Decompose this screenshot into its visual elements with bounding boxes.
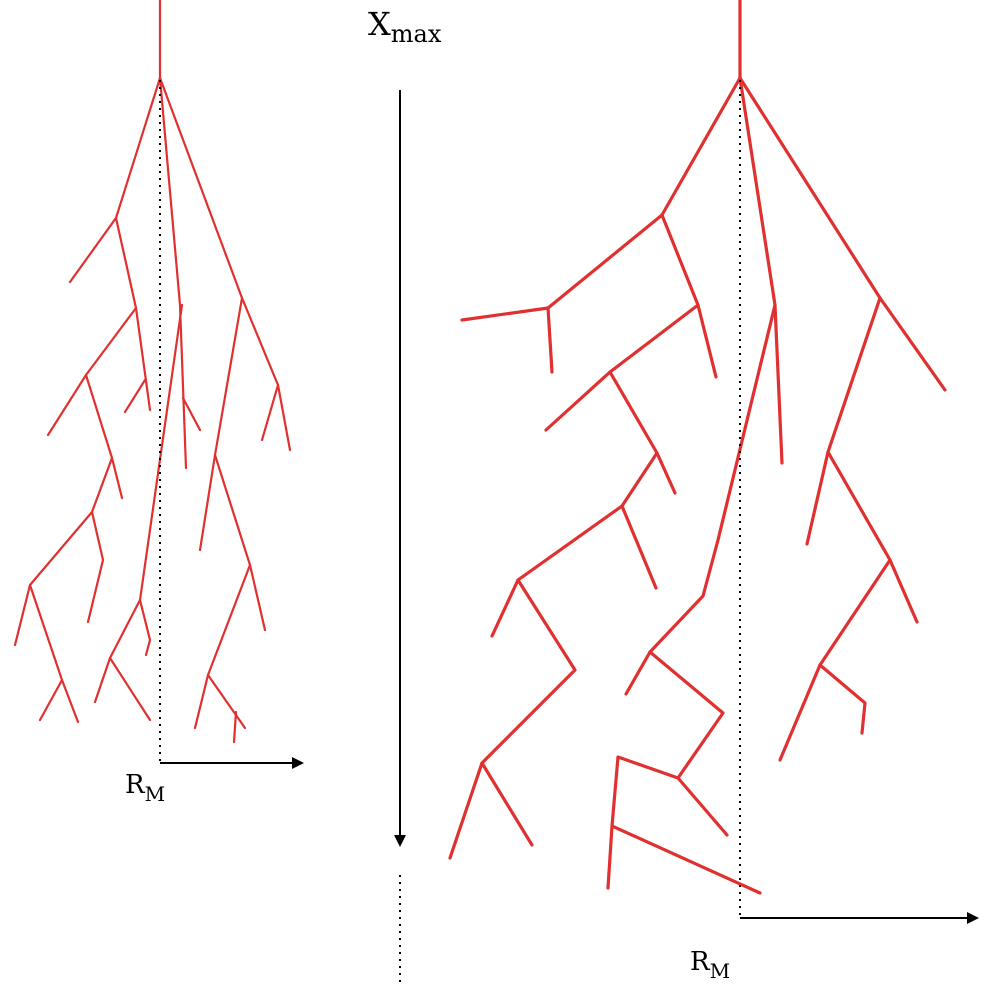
left-tree-branch bbox=[28, 583, 64, 722]
left-tree-branch bbox=[86, 510, 105, 624]
left-tree-branch bbox=[232, 710, 238, 744]
left-tree-branch bbox=[138, 598, 152, 657]
right-tree-branch bbox=[490, 451, 659, 638]
left-tree-branch bbox=[206, 673, 247, 730]
left-rm-label-main: R bbox=[125, 770, 146, 800]
right-rm-label-main: R bbox=[690, 947, 711, 977]
xmax-label: Xmax bbox=[368, 5, 442, 48]
right-tree-branch bbox=[460, 76, 742, 322]
xmax-label-main: X bbox=[368, 5, 391, 43]
left-tree-branch bbox=[158, 76, 188, 470]
left-tree-branch bbox=[158, 76, 280, 442]
right-tree-branch bbox=[546, 306, 554, 374]
right-tree-branch bbox=[805, 296, 882, 546]
right-tree-branch bbox=[620, 504, 658, 590]
right-tree-branch bbox=[544, 303, 700, 432]
right-rm-label-sub: M bbox=[710, 959, 730, 983]
left-tree-branch bbox=[46, 216, 138, 437]
right-tree-branch bbox=[826, 450, 919, 624]
right-tree-branch bbox=[778, 558, 892, 762]
right-tree-branch bbox=[738, 76, 947, 392]
left-tree-branch bbox=[134, 306, 152, 412]
left-rm-label: RM bbox=[125, 770, 165, 806]
right-tree-branch bbox=[676, 776, 729, 837]
left-tree-branch bbox=[213, 453, 267, 632]
left-tree-branch bbox=[198, 296, 244, 552]
left-rm-label-sub: M bbox=[145, 782, 165, 806]
left-tree-branch bbox=[181, 396, 202, 432]
left-tree-branch bbox=[276, 383, 292, 452]
left-tree-branch bbox=[60, 678, 80, 724]
left-tree bbox=[13, 0, 292, 744]
xmax-label-sub: max bbox=[391, 20, 442, 48]
left-tree-branch bbox=[93, 303, 184, 704]
left-tree-branch bbox=[123, 378, 147, 414]
left-tree-branch bbox=[13, 456, 114, 647]
right-tree-branch bbox=[818, 663, 867, 735]
left-tree-branch bbox=[68, 76, 162, 284]
right-tree-branch bbox=[610, 824, 762, 895]
right-tree-branch bbox=[480, 761, 534, 847]
right-tree-branch bbox=[660, 213, 718, 379]
right-tree-branch bbox=[606, 650, 725, 890]
left-tree-branch bbox=[108, 656, 152, 722]
right-tree-branch bbox=[624, 303, 777, 696]
left-tree-branch bbox=[193, 563, 252, 730]
right-tree-branch bbox=[448, 578, 577, 860]
right-tree bbox=[448, 0, 947, 895]
right-rm-label: RM bbox=[690, 947, 730, 983]
